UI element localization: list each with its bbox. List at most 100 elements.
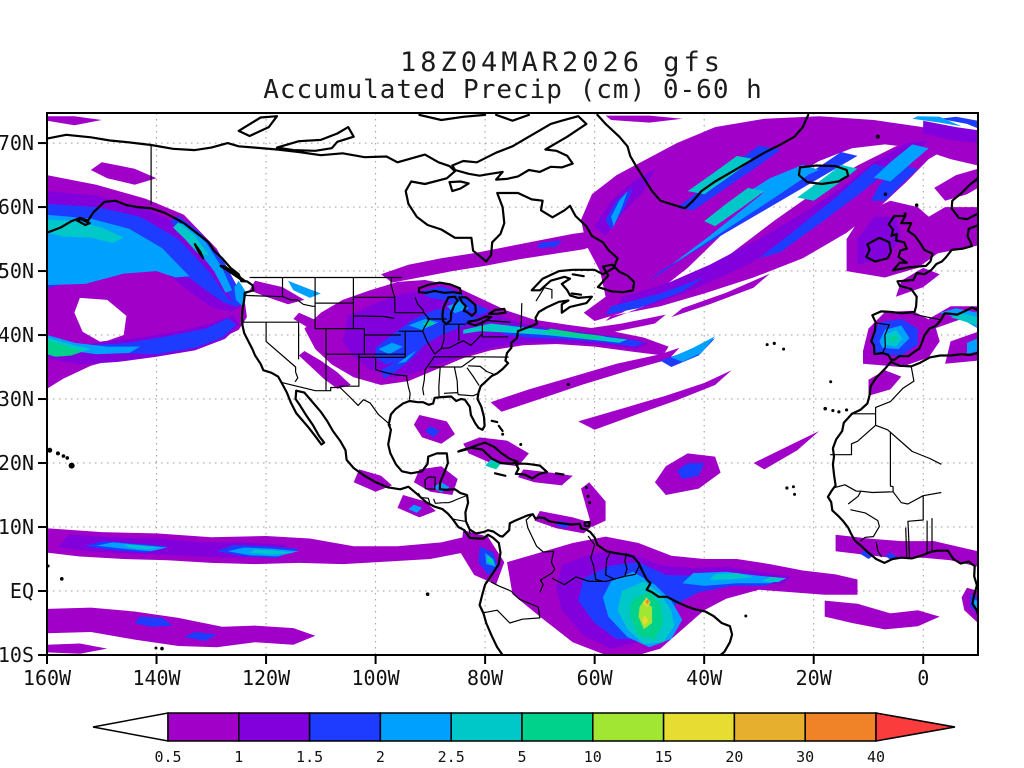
island-dot	[68, 462, 75, 469]
border-line	[442, 494, 469, 504]
coastline	[887, 214, 934, 272]
border-line	[353, 315, 395, 319]
island-dot	[519, 442, 523, 446]
precip-region-level-0.5	[90, 162, 157, 185]
x-axis-label-80W: 80W	[467, 666, 504, 690]
border-line	[535, 287, 553, 302]
colorbar-label-15: 15	[655, 748, 673, 766]
border-line	[433, 498, 443, 504]
precip-region-level-2	[873, 144, 929, 182]
colorbar-label-40: 40	[867, 748, 885, 766]
colorbar-label-2: 2	[376, 748, 385, 766]
precip-region-level-2.5	[173, 222, 209, 256]
border-line	[244, 294, 283, 298]
coastline	[865, 236, 892, 263]
precip-region-level-2	[408, 504, 423, 513]
island-dot	[844, 408, 849, 412]
precip-region-level-1.5	[134, 616, 173, 627]
island-dot	[425, 592, 430, 597]
colorbar-segment-5	[521, 712, 594, 742]
coastline	[466, 315, 493, 327]
island-dot	[765, 343, 769, 347]
precip-region-level-2.5	[123, 544, 162, 550]
precip-region-level-0.5	[578, 370, 732, 430]
coastline	[797, 164, 850, 186]
x-axis-label-20W: 20W	[796, 666, 833, 690]
island-dot	[584, 485, 588, 489]
precip-region-level-0.5	[753, 431, 820, 470]
precip-region-level-0.5	[47, 116, 102, 126]
precip-region-level-1.5	[860, 549, 874, 559]
island-dot	[65, 456, 70, 460]
map-lines	[47, 113, 978, 655]
coastline	[47, 199, 504, 655]
border-line	[830, 424, 876, 456]
precip-region-level-0.5	[581, 116, 978, 321]
border-line	[624, 563, 641, 577]
border-line	[339, 387, 392, 426]
y-axis-label-70N: 70N	[0, 131, 34, 155]
border-line	[875, 413, 942, 465]
precip-region-level-2	[397, 350, 417, 364]
colorbar-label-20: 20	[725, 748, 743, 766]
precip-region-level-0.5	[518, 469, 573, 486]
island-dot	[782, 347, 786, 351]
coastline	[554, 472, 565, 476]
y-axis-label-10S: 10S	[0, 643, 34, 667]
axis-ticks	[38, 142, 925, 664]
border-line	[860, 431, 894, 494]
coastline	[47, 133, 734, 655]
colorbar-segment-20	[733, 712, 806, 742]
coastline	[826, 360, 978, 616]
border-line	[282, 296, 316, 307]
border-line	[440, 324, 445, 349]
precip-region-level-2	[288, 280, 321, 298]
precip-shading	[47, 115, 978, 655]
border-line	[390, 277, 396, 298]
precip-region-level-1	[616, 140, 929, 310]
precip-region-level-1	[342, 290, 650, 378]
coastline	[441, 295, 459, 326]
precip-region-level-1.5	[419, 286, 491, 316]
colorbar-segment-30	[804, 712, 877, 742]
precip-region-level-1.5	[871, 165, 918, 201]
island-dot	[883, 192, 888, 197]
map-frame	[46, 112, 979, 656]
precip-region-level-0.5	[912, 207, 978, 259]
border-line	[461, 356, 477, 368]
border-line	[913, 313, 941, 321]
precip-region-level-2	[671, 170, 809, 265]
border-line	[624, 553, 628, 577]
figure-title-run: 18Z04MAR2026 gfs	[399, 47, 725, 78]
precip-region-level-2.5	[761, 576, 787, 583]
precip-region-level-5	[542, 328, 606, 339]
border-line	[417, 492, 431, 503]
precip-region-level-0.5	[824, 600, 940, 630]
colorbar-segment-0.5	[167, 712, 240, 742]
border-line	[434, 333, 483, 355]
y-axis-label-40N: 40N	[0, 323, 34, 347]
x-axis-label-40W: 40W	[686, 666, 723, 690]
x-axis-label-140W: 140W	[132, 666, 181, 690]
island-dot	[772, 341, 776, 345]
border-line	[850, 509, 880, 542]
precip-region-level-0.5	[934, 168, 978, 201]
island-dot	[914, 203, 919, 207]
y-axis-label-EQ: EQ	[10, 579, 34, 603]
colorbar-label-5: 5	[517, 748, 526, 766]
island-dot	[831, 408, 835, 413]
border-line	[874, 322, 890, 354]
y-axis-label-30N: 30N	[0, 387, 34, 411]
colorbar-label-1.5: 1.5	[296, 748, 323, 766]
colorbar-arrow-below-min	[92, 712, 169, 742]
border-line	[605, 552, 615, 580]
precip-region-level-2	[611, 191, 628, 227]
coastline	[237, 115, 279, 138]
precip-region-level-1.5	[375, 309, 480, 365]
island-dot	[791, 485, 795, 489]
precip-region-level-0.5	[671, 273, 770, 318]
precip-region-level-5	[489, 463, 499, 469]
precip-region-level-30	[646, 599, 649, 604]
y-axis-label-20N: 20N	[0, 451, 34, 475]
